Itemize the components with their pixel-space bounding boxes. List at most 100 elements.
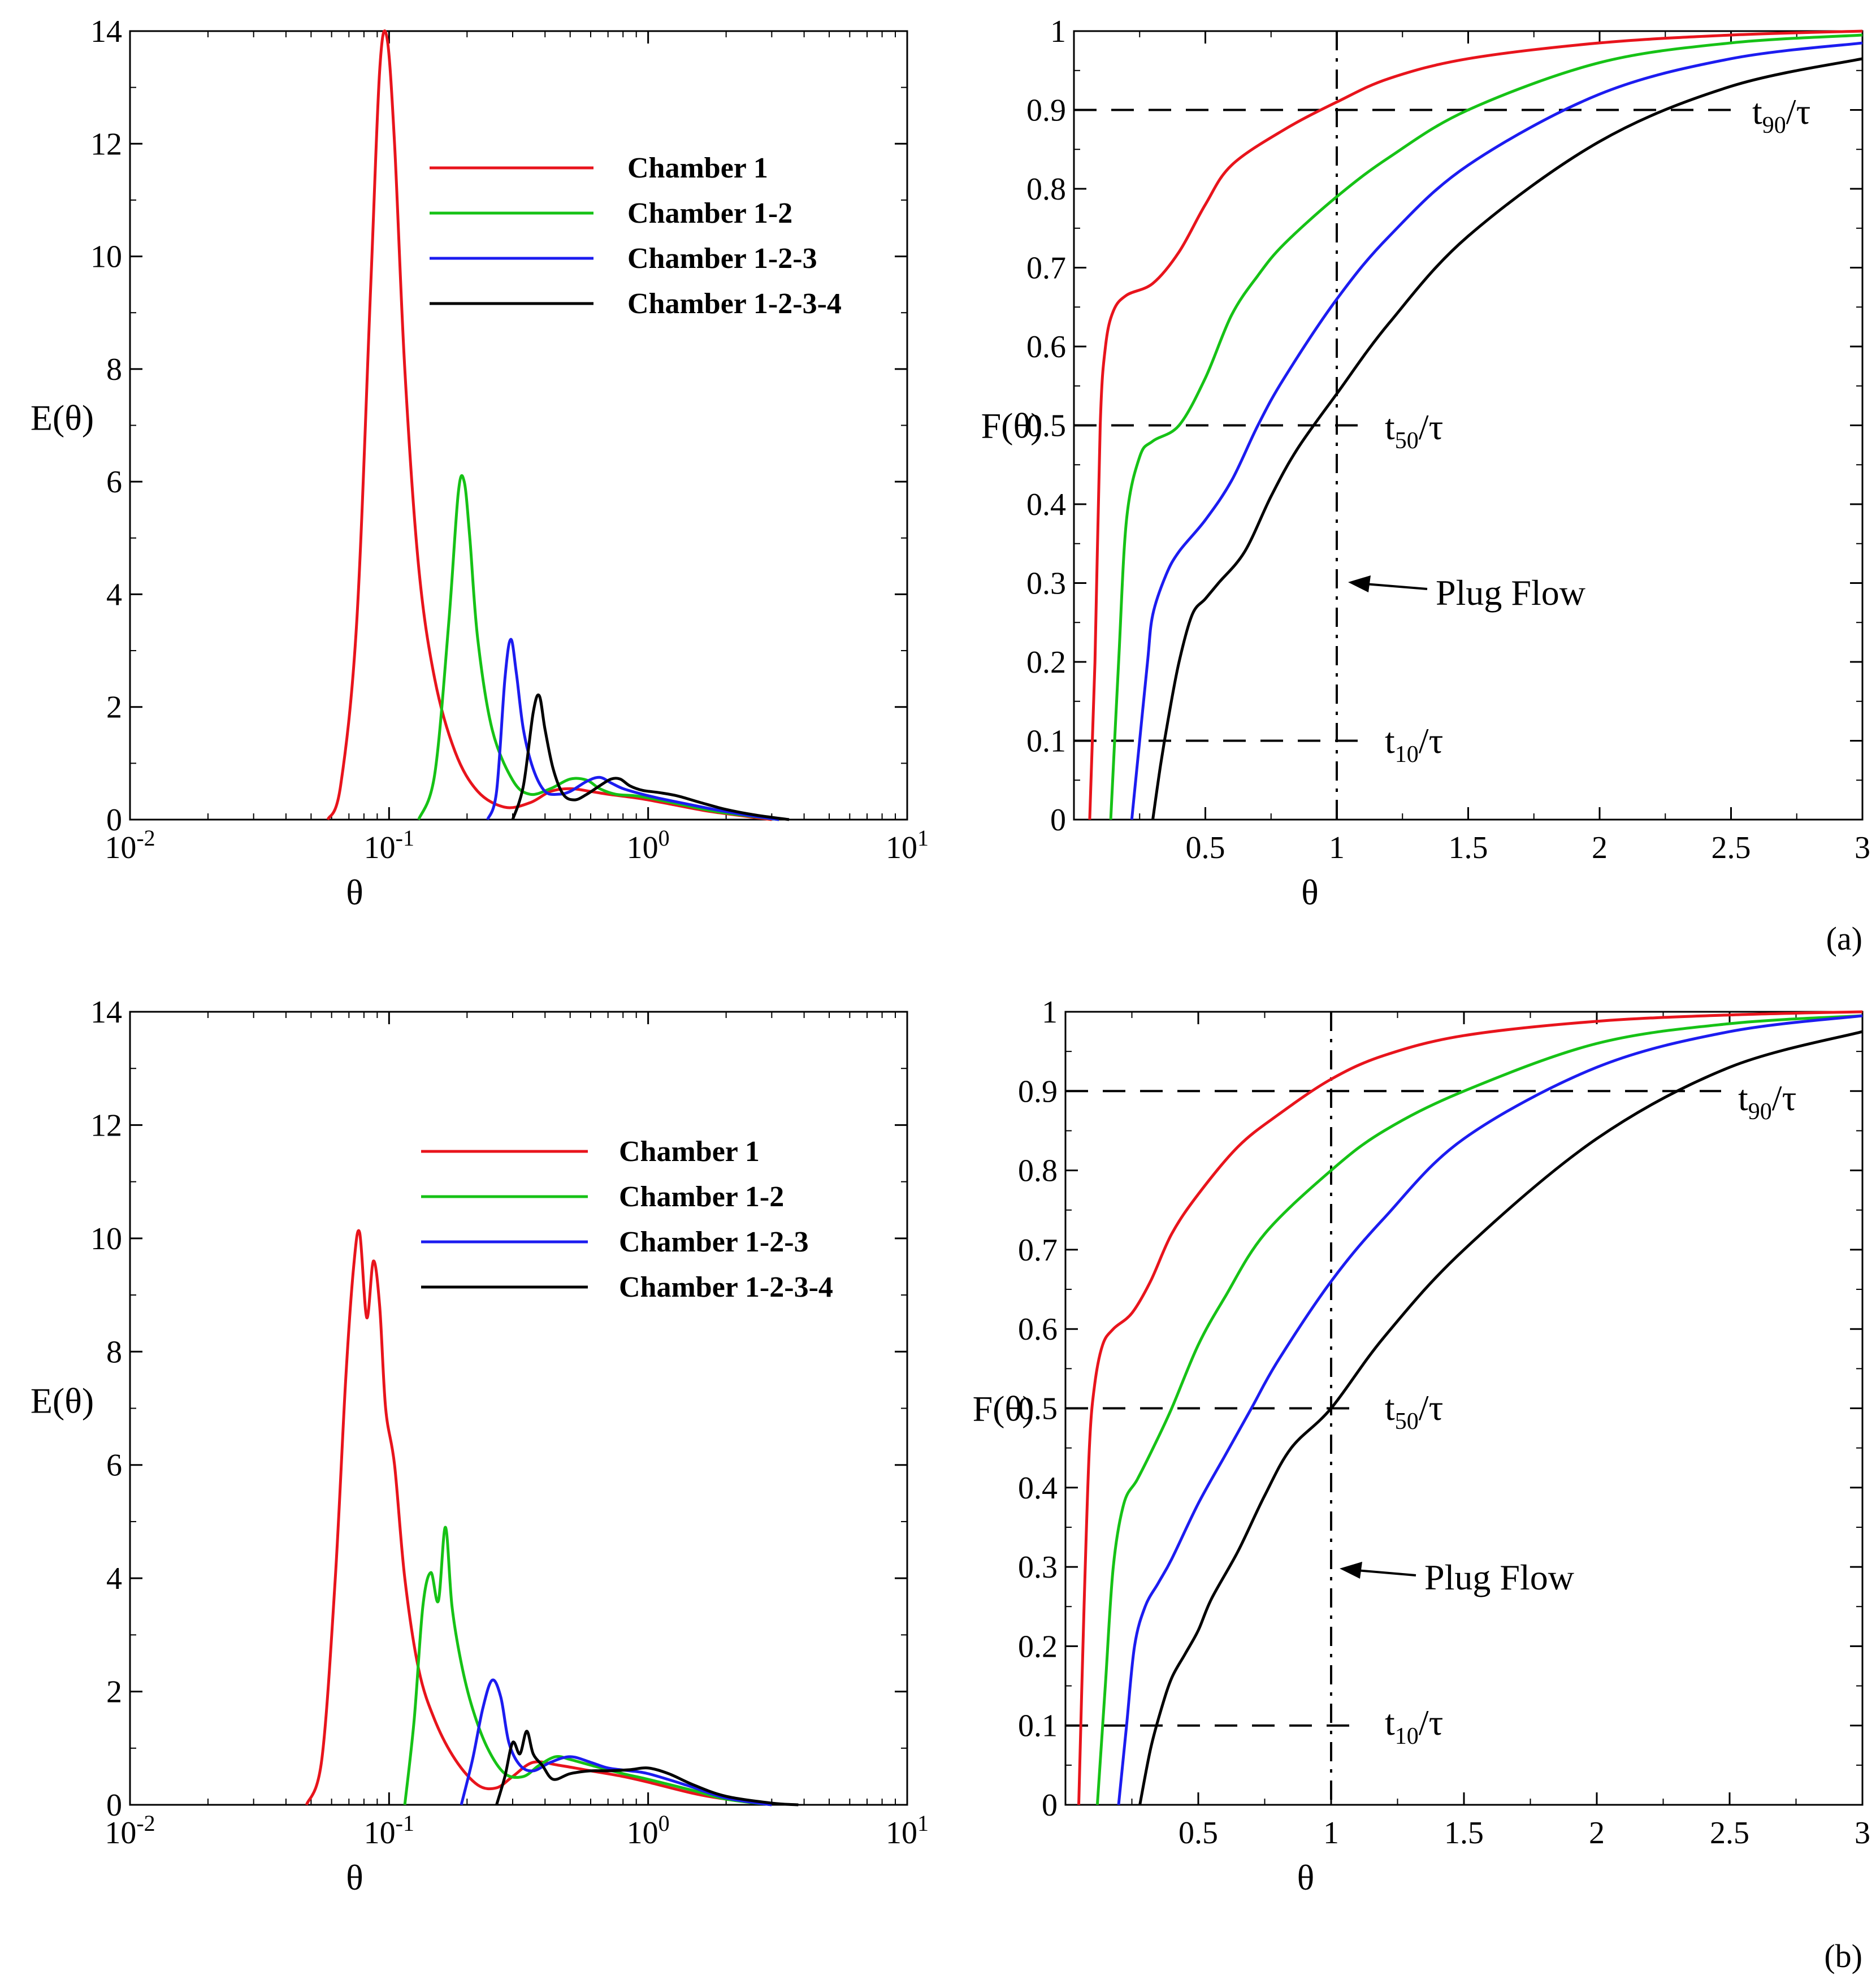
legend-label-chamber1: Chamber 1	[627, 152, 768, 184]
series-line-chamber1234	[1138, 1030, 1863, 1805]
y-tick-label: 14	[90, 14, 122, 49]
x-tick-label: 2.5	[1712, 830, 1751, 865]
plug-flow-arrow	[1364, 583, 1428, 590]
legend-label-chamber1: Chamber 1	[619, 1136, 760, 1168]
y-axis-label: E(θ)	[31, 1381, 94, 1421]
plug-flow-arrow	[1356, 1569, 1416, 1576]
panel-b-right: 0 0.1 0.2 0.3 0.4 0.5 0.6 0.7 0.8 0.9 1 0.5 1 1.5 2 2.5…	[973, 995, 1870, 1898]
legend-label-chamber123: Chamber 1-2-3	[619, 1226, 809, 1258]
series-line-chamber1234	[511, 694, 790, 821]
x-tick-label: 1	[1329, 830, 1345, 865]
legend-label-chamber12: Chamber 1-2	[619, 1181, 784, 1213]
y-tick-label: 1	[1050, 14, 1066, 49]
x-tick-label: 101	[886, 1810, 929, 1851]
t50-label: t50/τ	[1385, 1388, 1443, 1435]
y-tick-label: 0.5	[1018, 1392, 1058, 1427]
y-tick-label: 0.6	[1026, 330, 1066, 365]
y-tick-label: 4	[106, 1561, 122, 1596]
legend-label-chamber12: Chamber 1-2	[627, 197, 792, 229]
y-axis-label: E(θ)	[31, 398, 94, 438]
series-line-chamber12	[1109, 33, 1863, 820]
y-tick-label: 6	[106, 1448, 122, 1483]
x-axis-label: θ	[1297, 1857, 1315, 1898]
series-line-chamber123	[1130, 41, 1863, 820]
y-tick-label: 0	[1050, 803, 1066, 838]
y-tick-label: 14	[90, 995, 122, 1030]
y-tick-label: 12	[90, 1108, 122, 1143]
x-axis-label: θ	[346, 1857, 363, 1898]
series-line-chamber1234	[495, 1730, 799, 1807]
y-tick-label: 0.2	[1026, 645, 1066, 680]
y-tick-label: 8	[106, 352, 122, 387]
x-axis-label: θ	[1301, 872, 1319, 912]
series-line-chamber1	[305, 1229, 772, 1807]
x-tick-label: 100	[627, 1810, 670, 1851]
y-tick-label: 6	[106, 465, 122, 500]
legend: Chamber 1 Chamber 1-2 Chamber 1-2-3 Chamber…	[421, 1136, 833, 1303]
x-axis-label: θ	[346, 872, 363, 912]
t90-label: t90/τ	[1738, 1078, 1796, 1125]
t50-label: t50/τ	[1385, 407, 1443, 454]
panel-b-left: 0 2 4 6 8 10 12 14 10-2 10-1 100 101 θ E(θ) Chamber 1 C…	[31, 995, 929, 1898]
series-line-chamber1	[1088, 29, 1863, 820]
x-tick-label: 101	[886, 825, 929, 865]
x-tick-label: 2.5	[1710, 1816, 1749, 1851]
y-tick-label: 10	[90, 240, 122, 275]
x-tick-label: 0.5	[1186, 830, 1225, 865]
x-tick-label: 10-1	[364, 1810, 414, 1851]
t10-label: t10/τ	[1385, 721, 1443, 768]
x-tick-label: 10-2	[105, 1810, 155, 1851]
legend-label-chamber123: Chamber 1-2-3	[627, 242, 817, 275]
y-tick-label: 0.3	[1018, 1550, 1058, 1585]
y-tick-label: 0.1	[1018, 1709, 1058, 1744]
plug-flow-label: Plug Flow	[1436, 573, 1585, 613]
y-tick-label: 0	[1042, 1788, 1058, 1823]
series-line-chamber12	[403, 1526, 772, 1807]
y-tick-label: 0.9	[1026, 93, 1066, 128]
y-tick-label: 0.5	[1026, 409, 1066, 444]
x-tick-label: 100	[627, 825, 670, 865]
legend-label-chamber1234: Chamber 1-2-3-4	[627, 288, 842, 320]
plug-flow-arrowhead	[1340, 1562, 1362, 1579]
t90-label: t90/τ	[1752, 92, 1810, 138]
y-tick-label: 0	[106, 1788, 122, 1823]
y-tick-label: 0	[106, 803, 122, 838]
x-tick-label: 0.5	[1179, 1816, 1218, 1851]
y-tick-label: 0.3	[1026, 566, 1066, 601]
y-tick-label: 12	[90, 127, 122, 162]
x-tick-label: 3	[1855, 1816, 1870, 1851]
plug-flow-arrowhead	[1348, 575, 1371, 592]
y-tick-label: 0.4	[1018, 1471, 1058, 1506]
y-tick-label: 10	[90, 1221, 122, 1257]
series-line-chamber1234	[1151, 57, 1863, 820]
series-line-chamber12	[417, 474, 779, 821]
y-tick-label: 0.8	[1026, 172, 1066, 207]
y-tick-label: 0.6	[1018, 1312, 1058, 1347]
y-tick-label: 8	[106, 1335, 122, 1370]
t10-label: t10/τ	[1385, 1703, 1443, 1749]
panel-label: (b)	[1824, 1938, 1862, 1974]
y-tick-label: 0.7	[1026, 251, 1066, 286]
series-line-chamber123	[1117, 1014, 1863, 1805]
y-axis-label: F(θ)	[981, 406, 1043, 446]
x-tick-label: 10-1	[364, 825, 414, 865]
x-tick-label: 3	[1855, 830, 1870, 865]
x-tick-label: 1.5	[1449, 830, 1488, 865]
series-line-chamber1	[326, 29, 772, 821]
y-tick-label: 2	[106, 1675, 122, 1710]
legend: Chamber 1 Chamber 1-2 Chamber 1-2-3 Chamber…	[430, 152, 842, 320]
x-tick-label: 1.5	[1444, 1816, 1484, 1851]
x-tick-label: 2	[1589, 1816, 1605, 1851]
y-tick-label: 0.2	[1018, 1629, 1058, 1664]
series-line-chamber1	[1077, 1010, 1863, 1805]
panel-label: (a)	[1826, 920, 1862, 957]
y-axis-label: F(θ)	[973, 1389, 1034, 1429]
plug-flow-label: Plug Flow	[1424, 1557, 1574, 1597]
x-tick-label: 2	[1592, 830, 1608, 865]
series-line-chamber12	[1095, 1014, 1863, 1805]
y-tick-label: 0.7	[1018, 1233, 1058, 1268]
y-tick-label: 4	[106, 577, 122, 612]
y-tick-label: 1	[1042, 995, 1058, 1030]
